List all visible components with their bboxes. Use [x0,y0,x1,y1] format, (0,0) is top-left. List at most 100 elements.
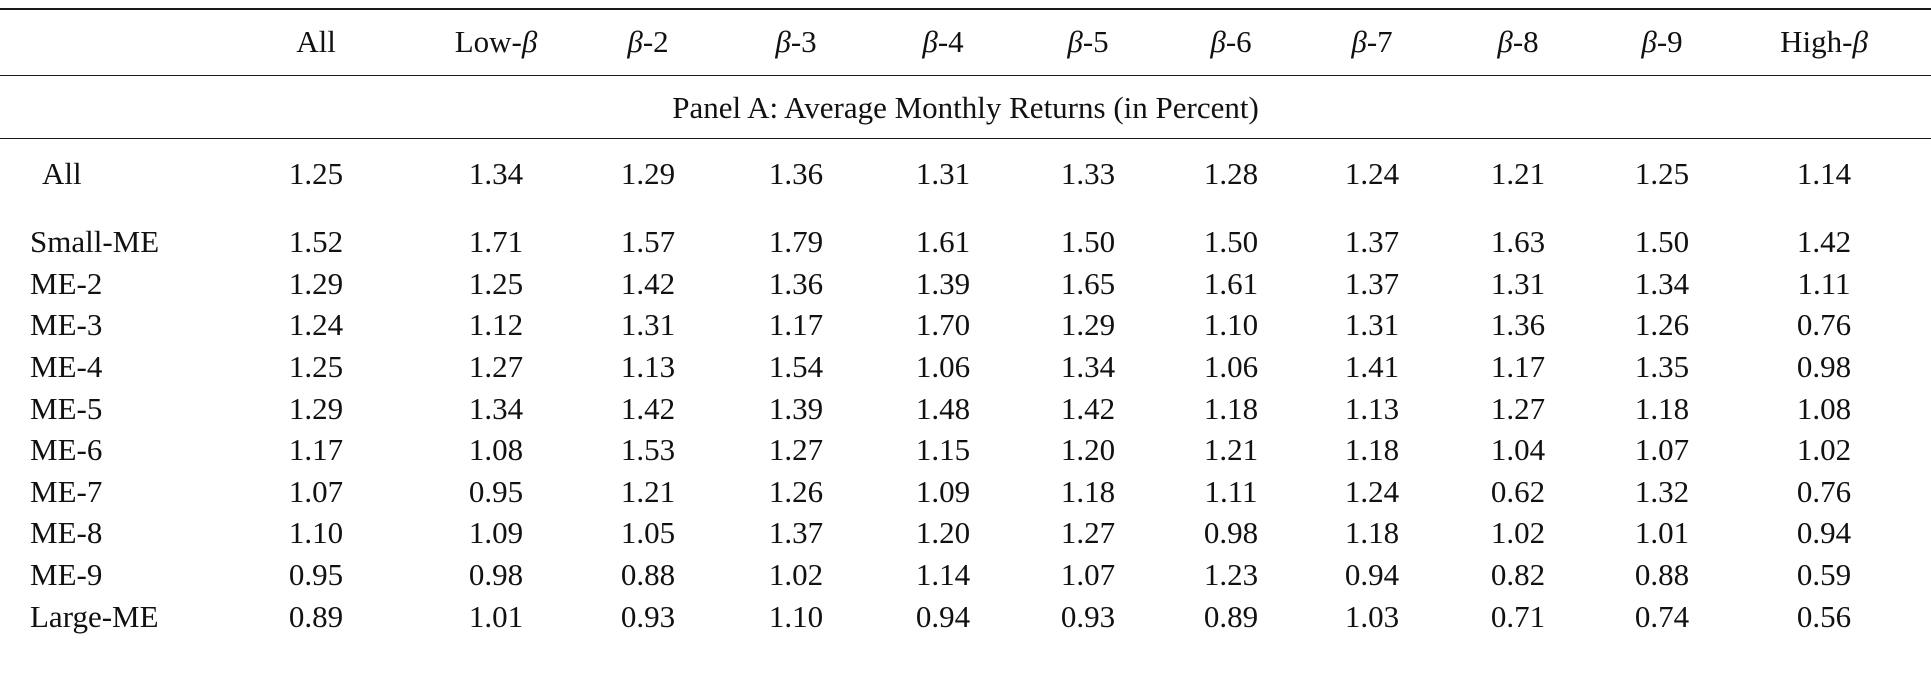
table-cell: 1.18 [1344,515,1400,550]
row-label: ME-7 [30,474,103,509]
table-cell: 1.61 [915,224,971,259]
table-cell: 0.88 [1634,557,1690,592]
table-cell: 1.25 [468,266,524,301]
row-label: ME-6 [30,432,103,467]
table-cell: 1.10 [1203,307,1259,342]
table-cell: 1.27 [1490,391,1546,426]
table-cell: 1.29 [288,391,344,426]
table-cell: 0.88 [620,557,676,592]
table-cell: 0.74 [1634,599,1690,634]
table-cell: 1.08 [1796,391,1852,426]
table-cell: 0.62 [1490,474,1546,509]
table-cell: 1.17 [1490,349,1546,384]
table-cell: 1.13 [1344,391,1400,426]
table-cell: 1.29 [620,156,676,191]
table-cell: 1.31 [1490,266,1546,301]
col-header-suffix: -7 [1366,24,1393,59]
table-cell: 0.89 [288,599,344,634]
table-cell: 1.37 [768,515,824,550]
col-header-beta-5: β-5 [1067,24,1108,60]
col-header-text: Low- [454,24,522,59]
table-cell: 1.48 [915,391,971,426]
col-header-suffix: -5 [1082,24,1109,59]
row-label: ME-4 [30,349,103,384]
table-cell: 1.01 [1634,515,1690,550]
table-cell: 1.13 [620,349,676,384]
table-cell: 1.63 [1490,224,1546,259]
table-cell: 0.59 [1796,557,1852,592]
table-cell: 1.50 [1060,224,1116,259]
row-label: ME-2 [30,266,103,301]
col-header-suffix: -6 [1225,24,1252,59]
table-cell: 1.33 [1060,156,1116,191]
table-cell: 0.98 [468,557,524,592]
table-cell: 1.36 [768,266,824,301]
table-cell: 1.41 [1344,349,1400,384]
beta-symbol: β [1210,24,1226,59]
table-cell: 1.50 [1203,224,1259,259]
table-cell: 1.07 [1060,557,1116,592]
table-cell: 0.71 [1490,599,1546,634]
beta-symbol: β [1852,24,1868,59]
table-cell: 1.50 [1634,224,1690,259]
table-cell: 0.89 [1203,599,1259,634]
table-cell: 1.09 [468,515,524,550]
table-cell: 1.34 [468,391,524,426]
col-header-suffix: -2 [642,24,669,59]
table-cell: 0.98 [1203,515,1259,550]
table-cell: 1.71 [468,224,524,259]
table-cell: 0.56 [1796,599,1852,634]
table-cell: 1.24 [288,307,344,342]
table-cell: 1.36 [768,156,824,191]
table-cell: 1.07 [1634,432,1690,467]
table-cell: 1.39 [915,266,971,301]
table-cell: 0.98 [1796,349,1852,384]
table-cell: 1.14 [915,557,971,592]
table-cell: 1.27 [768,432,824,467]
table-cell: 1.79 [768,224,824,259]
table-cell: 1.10 [288,515,344,550]
table-cell: 1.70 [915,307,971,342]
table-cell: 1.37 [1344,224,1400,259]
row-label: Small-ME [30,224,160,259]
panel-title: Panel A: Average Monthly Returns (in Per… [672,90,1259,125]
table-cell: 1.12 [468,307,524,342]
col-header-text: All [296,24,336,59]
table-cell: 1.25 [288,349,344,384]
beta-symbol: β [1067,24,1083,59]
table-cell: 1.29 [1060,307,1116,342]
col-header-beta-9: β-9 [1641,24,1682,60]
table-cell: 1.21 [620,474,676,509]
col-header-beta-6: β-6 [1210,24,1251,60]
beta-symbol: β [1351,24,1367,59]
table-cell: 1.02 [1796,432,1852,467]
panel-rule [0,138,1931,139]
table-cell: 1.18 [1060,474,1116,509]
table-cell: 0.94 [1344,557,1400,592]
table-cell: 1.18 [1634,391,1690,426]
table-cell: 1.14 [1796,156,1852,191]
table-cell: 1.52 [288,224,344,259]
table-cell: 1.27 [1060,515,1116,550]
table-cell: 1.31 [915,156,971,191]
table-cell: 1.34 [468,156,524,191]
table-cell: 1.34 [1634,266,1690,301]
col-header-suffix: -3 [790,24,817,59]
table-cell: 1.01 [468,599,524,634]
col-header-text: High- [1780,24,1853,59]
row-label: ME-5 [30,391,103,426]
table-cell: 1.24 [1344,156,1400,191]
table-cell: 1.42 [620,266,676,301]
table-cell: 1.03 [1344,599,1400,634]
table-cell: 1.18 [1203,391,1259,426]
table-cell: 1.06 [915,349,971,384]
table-cell: 1.34 [1060,349,1116,384]
beta-symbol: β [521,24,538,59]
table-cell: 0.93 [620,599,676,634]
table-cell: 1.04 [1490,432,1546,467]
table-cell: 0.82 [1490,557,1546,592]
beta-symbol: β [1497,24,1513,59]
beta-symbol: β [922,24,938,59]
row-label: Large-ME [30,599,159,634]
